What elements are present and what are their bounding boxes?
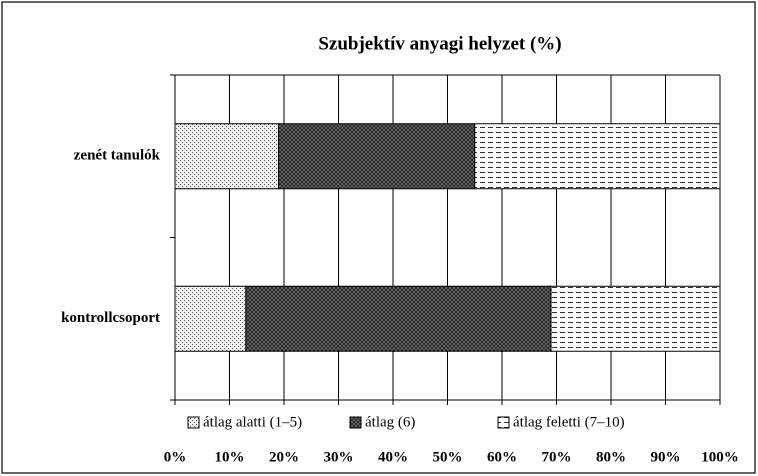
bar-segment [474, 123, 721, 190]
y-tick-label: kontrollcsoport [61, 310, 160, 326]
x-tick-label: 0% [164, 449, 187, 465]
x-tick-label: 80% [596, 449, 626, 465]
legend-swatch [497, 416, 510, 429]
x-tick-label: 10% [215, 449, 245, 465]
legend-label: átlag (6) [365, 414, 415, 430]
legend-swatch [187, 416, 200, 429]
x-tick-label: 40% [378, 449, 408, 465]
y-tick-label: zenét tanulók [74, 148, 161, 164]
x-tick-label: 30% [324, 449, 354, 465]
x-tick-label: 20% [269, 449, 299, 465]
x-tick-label: 70% [542, 449, 572, 465]
x-tick-label: 100% [701, 449, 739, 465]
x-tick-label: 60% [487, 449, 517, 465]
bar-segment [278, 123, 476, 190]
legend-label: átlag feletti (7–10) [513, 414, 625, 430]
legend-swatch [349, 416, 362, 429]
bar-segment [174, 123, 280, 190]
bar-segment [550, 285, 721, 352]
bar-segment [174, 285, 247, 352]
x-tick-label: 50% [433, 449, 463, 465]
bar-segment [245, 285, 552, 352]
chart-title: Szubjektív anyagi helyzet (%) [318, 33, 561, 54]
x-tick-label: 90% [651, 449, 681, 465]
legend-label: átlag alatti (1–5) [203, 414, 302, 430]
